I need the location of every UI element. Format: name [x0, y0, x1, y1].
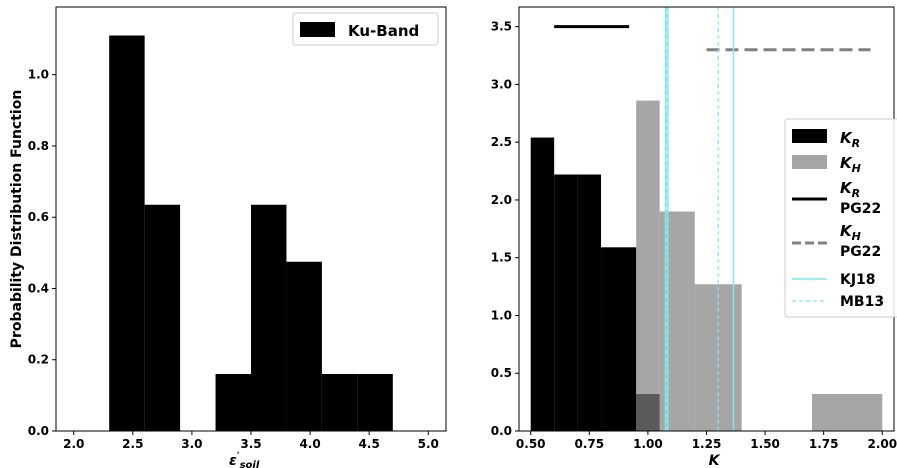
left-y-ticks: 0.0 0.2 0.4 0.6 0.8 1.0 — [28, 68, 56, 438]
hist-bar-1-0-3 — [601, 247, 637, 431]
legend-swatch-ku-band — [300, 22, 335, 37]
legend-label-kr-pg22: KR — [840, 179, 860, 200]
ytick-label-0-0: 0.0 — [28, 424, 49, 438]
legend-label-kh-pg22-line2: PG22 — [840, 244, 881, 260]
ytick-label-1-0: 0.0 — [491, 424, 512, 438]
ytick-label-1-1: 0.5 — [491, 366, 512, 380]
legend-label-kh-hist: KH — [840, 154, 861, 175]
hist-bar-0-0-1 — [144, 204, 181, 431]
legend-label-kr-pg22-line2: PG22 — [840, 201, 881, 217]
xtick-label-1-3: 1.25 — [692, 437, 722, 451]
ytick-label-1-4: 2.0 — [491, 193, 512, 207]
hist-bar-0-0-0 — [109, 35, 145, 431]
xtick-label-0-4: 4.0 — [299, 437, 320, 451]
hist-bar-1-1-0 — [636, 100, 660, 431]
ytick-label-0-2: 0.4 — [28, 281, 49, 295]
right-x-axis-label: K — [709, 453, 721, 468]
ytick-label-0-1: 0.2 — [28, 353, 49, 367]
xtick-label-0-2: 3.0 — [181, 437, 202, 451]
xtick-label-0-0: 2.0 — [63, 437, 84, 451]
left-x-axis-label: ε'soil — [229, 451, 260, 468]
right-y-ticks: 0.0 0.5 1.0 1.5 2.0 2.5 3.0 3.5 — [491, 20, 519, 438]
hist-bar-0-0-2 — [215, 373, 251, 431]
right-legend: KR KH KR PG22 KH PG22 KJ18 MB13 — [784, 118, 897, 318]
ytick-label-0-4: 0.8 — [28, 139, 49, 153]
ytick-label-0-3: 0.6 — [28, 210, 49, 224]
right-chart: 0.50 0.75 1.00 1.25 1.50 1.75 2.00 0.0 0.5 1.0 1.… — [491, 6, 897, 468]
right-x-ticks: 0.50 0.75 1.00 1.25 1.50 1.75 2.00 — [516, 431, 897, 451]
xtick-label-0-6: 5.0 — [418, 437, 439, 451]
hist-bar-0-0-6 — [357, 373, 393, 431]
left-legend: Ku-Band — [292, 12, 439, 46]
legend-label-kr-hist: KR — [840, 129, 860, 150]
hist-bar-0-0-4 — [286, 261, 322, 431]
hist-bar-0-0-5 — [321, 373, 358, 431]
legend-label-kh-pg22: KH — [840, 222, 861, 243]
xtick-label-1-4: 1.50 — [750, 437, 780, 451]
legend-label-mb13: MB13 — [840, 294, 884, 310]
ytick-label-1-7: 3.5 — [491, 20, 512, 34]
hist-bar-1-0-1 — [554, 174, 578, 431]
left-x-ticks: 2.0 2.5 3.0 3.5 4.0 4.5 5.0 — [63, 431, 439, 451]
ytick-label-0-5: 1.0 — [28, 68, 49, 82]
legend-label-kj18: KJ18 — [840, 272, 876, 288]
ytick-label-1-5: 2.5 — [491, 135, 512, 149]
left-chart: 2.0 2.5 3.0 3.5 4.0 4.5 5.0 0.0 0.2 0.4 0.6 0.8 1.0… — [9, 6, 447, 468]
xtick-label-0-3: 3.5 — [240, 437, 261, 451]
xtick-label-1-6: 2.00 — [867, 437, 897, 451]
legend-swatch-kh-hist — [792, 155, 827, 169]
hist-bar-1-0-0 — [530, 137, 555, 431]
legend-label-ku-band: Ku-Band — [348, 22, 419, 40]
ytick-label-1-2: 1.0 — [491, 308, 512, 322]
legend-swatch-kr-hist — [792, 129, 827, 143]
xtick-label-0-5: 4.5 — [359, 437, 380, 451]
ytick-label-1-6: 3.0 — [491, 77, 512, 91]
xtick-label-1-2: 1.00 — [633, 437, 663, 451]
left-y-axis-label: Probability Distribution Function — [9, 90, 25, 349]
hist-bar-1-0-2 — [577, 174, 602, 431]
xtick-label-1-0: 0.50 — [516, 437, 546, 451]
ytick-label-1-3: 1.5 — [491, 251, 512, 265]
xtick-label-1-5: 1.75 — [809, 437, 839, 451]
hist-bar-0-0-3 — [251, 204, 287, 431]
xtick-label-1-1: 0.75 — [575, 437, 605, 451]
right-reference-lines — [554, 7, 871, 431]
left-bars-group — [109, 35, 393, 431]
xtick-label-0-1: 2.5 — [122, 437, 143, 451]
hist-bar-1-1-3 — [811, 394, 883, 431]
